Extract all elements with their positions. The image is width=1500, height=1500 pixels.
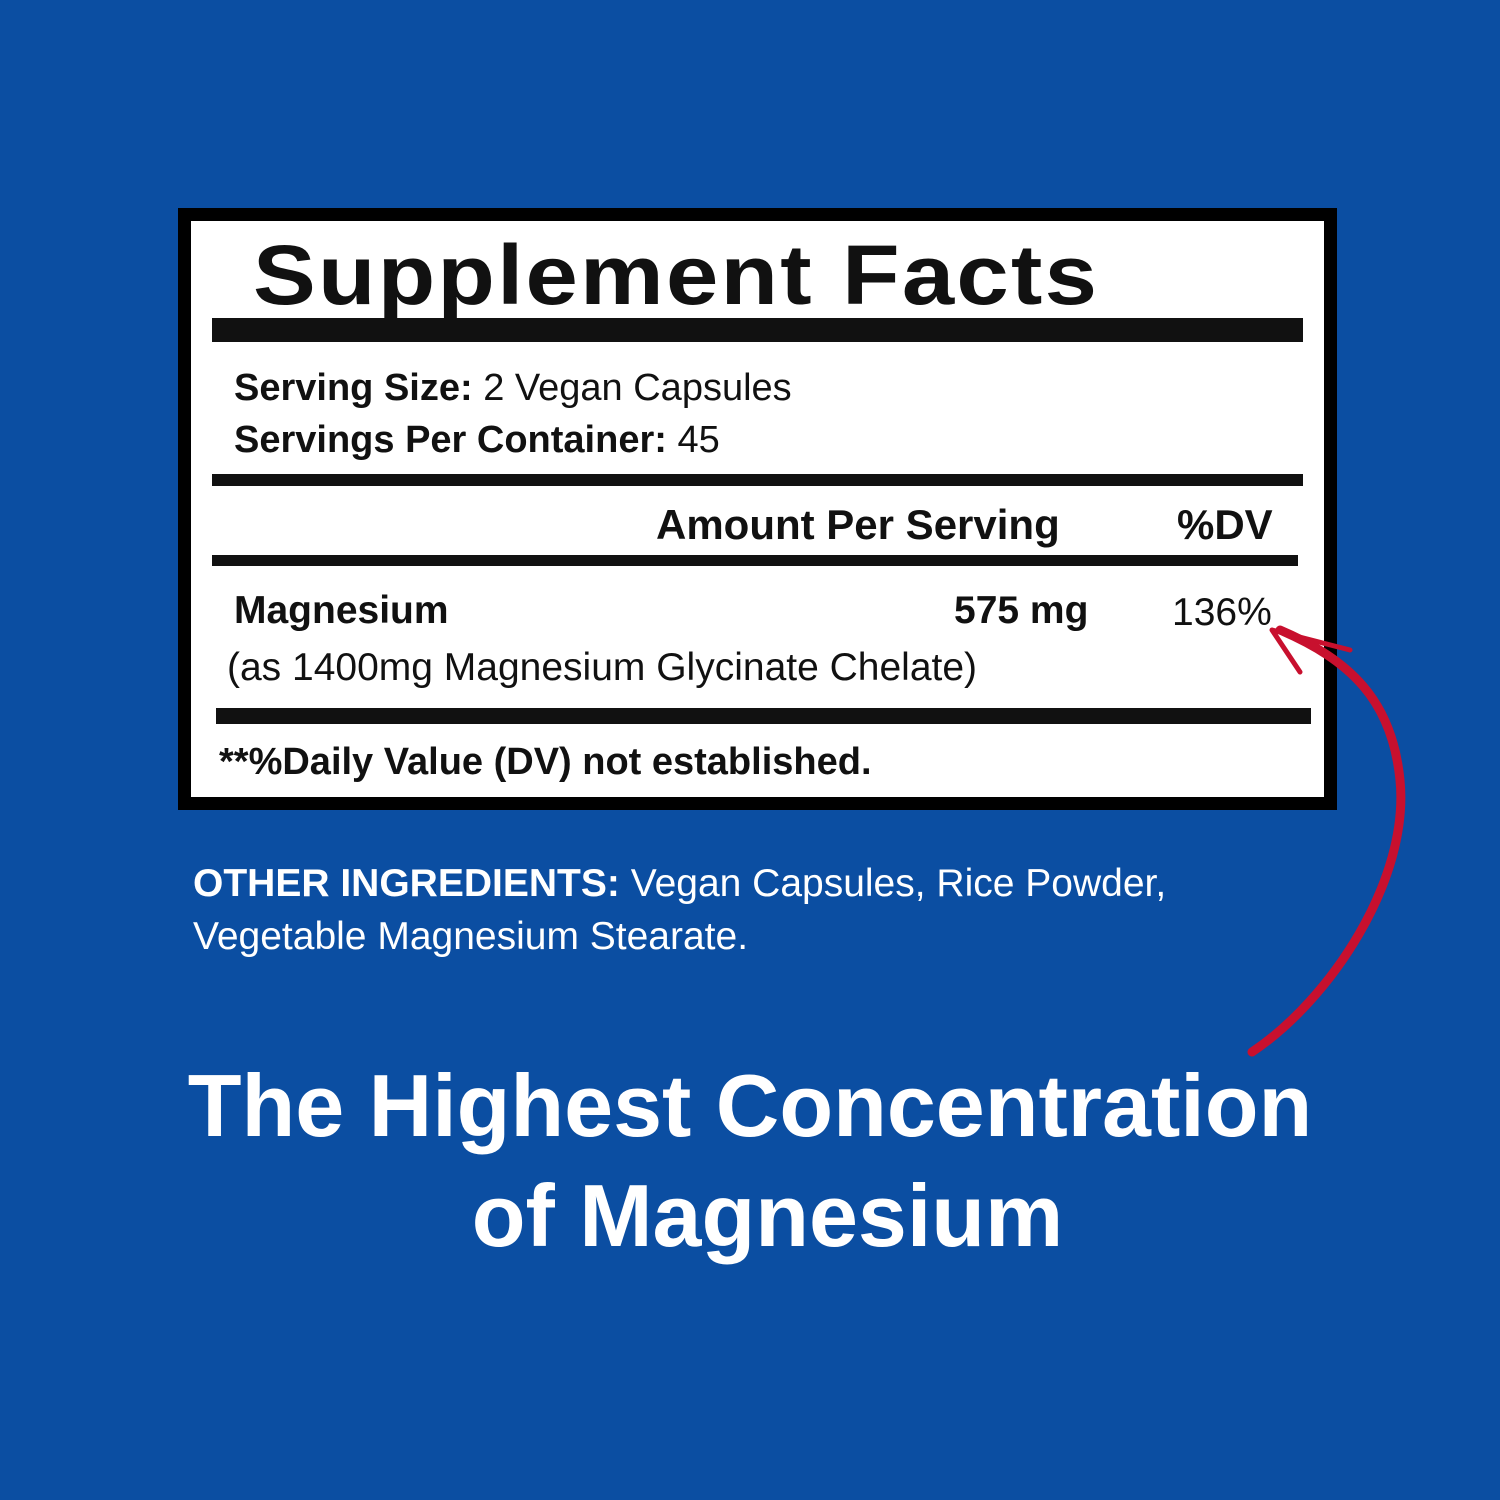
panel-title: Supplement Facts — [253, 228, 1100, 322]
footnote: **%Daily Value (DV) not established. — [219, 741, 872, 783]
ingredient-dv: 136% — [1172, 591, 1272, 634]
headline-line2: of Magnesium — [471, 1166, 1064, 1265]
serving-size: Serving Size: 2 Vegan Capsules — [234, 367, 792, 410]
serving-size-value: 2 Vegan Capsules — [483, 367, 792, 409]
servings-per-container: Servings Per Container: 45 — [234, 419, 720, 462]
header-amount: Amount Per Serving — [656, 501, 1060, 548]
divider — [212, 474, 1303, 486]
other-ingredients-text: Vegan Capsules, Rice Powder, — [630, 862, 1167, 905]
servings-per-container-value: 45 — [677, 419, 720, 461]
divider-thick — [212, 318, 1303, 342]
ingredient-source: (as 1400mg Magnesium Glycinate Chelate) — [227, 646, 978, 689]
divider — [212, 555, 1298, 566]
ingredient-name: Magnesium — [234, 589, 449, 632]
other-ingredients-line2: Vegetable Magnesium Stearate. — [193, 915, 749, 958]
servings-per-container-label: Servings Per Container: — [234, 419, 667, 461]
other-ingredients-label: OTHER INGREDIENTS: — [193, 862, 620, 905]
other-ingredients-line1: OTHER INGREDIENTS: Vegan Capsules, Rice … — [193, 862, 1166, 906]
headline-line1: The Highest Concentration — [187, 1056, 1313, 1155]
divider — [216, 708, 1311, 724]
header-dv: %DV — [1177, 501, 1273, 548]
supplement-facts-panel: Supplement Facts Serving Size: 2 Vegan C… — [178, 208, 1337, 810]
serving-size-label: Serving Size: — [234, 367, 473, 409]
ingredient-amount: 575 mg — [954, 589, 1089, 632]
